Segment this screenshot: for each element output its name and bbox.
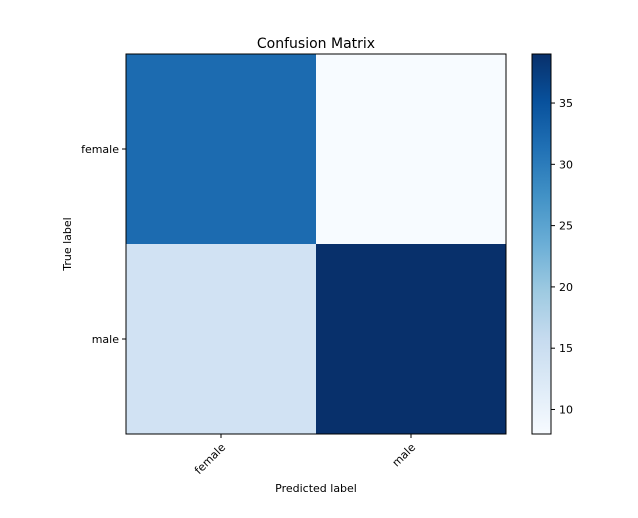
heatmap-cell: [316, 54, 506, 244]
chart-title: Confusion Matrix: [257, 36, 375, 52]
x-axis-ticks: female male: [192, 434, 418, 477]
colorbar: [531, 53, 552, 435]
colorbar-tick-label: 10: [559, 403, 573, 416]
y-tick-label: female: [81, 143, 119, 156]
x-tick-label: female: [192, 441, 228, 477]
heatmap-cells: [126, 54, 506, 434]
heatmap-cell: [316, 244, 506, 434]
y-axis-label: True label: [61, 217, 74, 271]
x-tick-label: male: [390, 441, 419, 470]
y-axis-ticks: female male: [81, 143, 126, 346]
colorbar-tick-label: 25: [559, 220, 573, 233]
y-tick-label: male: [92, 333, 120, 346]
colorbar-tick-label: 35: [559, 97, 573, 110]
colorbar-tick-label: 15: [559, 342, 573, 355]
colorbar-ticks: 10 15 20 25 30 35: [551, 97, 573, 416]
colorbar-tick-label: 30: [559, 158, 573, 171]
plot-frame: [125, 53, 507, 435]
colorbar-tick-label: 20: [559, 281, 573, 294]
x-axis-label: Predicted label: [275, 482, 357, 495]
heatmap-cell: [126, 244, 316, 434]
heatmap-cell: [126, 54, 316, 244]
